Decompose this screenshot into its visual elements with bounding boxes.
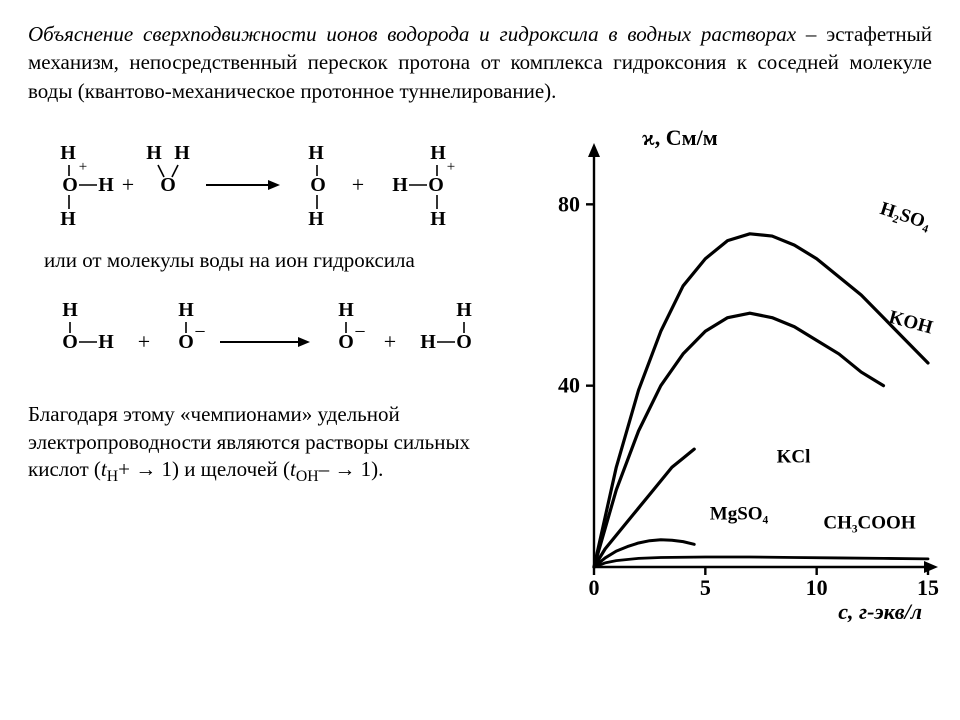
svg-text:с, г-экв/л: с, г-экв/л <box>838 599 922 624</box>
mid-text: или от молекулы воды на ион гидроксила <box>44 246 516 274</box>
svg-text:15: 15 <box>917 575 939 600</box>
concl-tOH-sub: OH <box>296 468 319 485</box>
svg-text:CH₃COOH: CH₃COOH <box>823 512 915 533</box>
svg-text:O: O <box>62 331 78 353</box>
concl-t2: + → 1) и щелочей ( <box>118 457 290 481</box>
conclusion-paragraph: Благодаря этому «чемпионами» удельной эл… <box>28 401 516 487</box>
two-column-layout: OHHH++OHHOHH+OHHH+ или от молекулы воды … <box>28 119 932 629</box>
svg-text:H: H <box>60 142 76 164</box>
svg-text:KOH: KOH <box>887 307 935 339</box>
svg-text:O: O <box>338 331 354 353</box>
reaction-1: OHHH++OHHOHH+OHHH+ <box>28 137 516 232</box>
reaction-2-svg: OHH+OH−OH−+OHH <box>28 292 516 387</box>
svg-text:H: H <box>420 331 436 353</box>
svg-text:H₂SO₄: H₂SO₄ <box>877 198 933 234</box>
svg-text:+: + <box>122 172 134 197</box>
intro-paragraph: Объяснение сверхподвижности ионов водоро… <box>28 20 932 105</box>
svg-text:10: 10 <box>806 575 828 600</box>
svg-text:+: + <box>79 159 87 175</box>
svg-text:O: O <box>310 174 326 196</box>
intro-lead: Объяснение сверхподвижности ионов водоро… <box>28 22 796 46</box>
svg-text:5: 5 <box>700 575 711 600</box>
svg-text:H: H <box>456 299 472 321</box>
reaction-1-svg: OHHH++OHHOHH+OHHH+ <box>28 137 516 232</box>
svg-text:−: − <box>194 321 205 343</box>
svg-text:ϰ, См/м: ϰ, См/м <box>642 125 718 150</box>
svg-text:H: H <box>430 142 446 164</box>
svg-text:H: H <box>430 208 446 230</box>
svg-text:40: 40 <box>558 373 580 398</box>
svg-text:+: + <box>352 172 364 197</box>
svg-text:+: + <box>384 329 396 354</box>
svg-text:H: H <box>174 142 190 164</box>
svg-text:H: H <box>392 174 408 196</box>
svg-text:H: H <box>98 331 114 353</box>
svg-text:O: O <box>456 331 472 353</box>
svg-text:H: H <box>338 299 354 321</box>
svg-text:O: O <box>160 174 176 196</box>
svg-text:0: 0 <box>589 575 600 600</box>
svg-text:MgSO₄: MgSO₄ <box>710 503 769 524</box>
svg-text:H: H <box>178 299 194 321</box>
svg-text:O: O <box>428 174 444 196</box>
svg-text:80: 80 <box>558 191 580 216</box>
svg-text:H: H <box>308 208 324 230</box>
svg-text:+: + <box>447 159 455 175</box>
svg-text:KCl: KCl <box>777 447 811 468</box>
svg-text:−: − <box>354 321 365 343</box>
conductivity-chart: 0 5 10 15 40 80 ϰ, См/м с, г-экв/л H₂SO₄ KOH KCl Mg… <box>526 119 946 629</box>
left-column: OHHH++OHHOHH+OHHH+ или от молекулы воды … <box>28 119 516 629</box>
svg-text:O: O <box>62 174 78 196</box>
svg-text:+: + <box>138 329 150 354</box>
svg-text:H: H <box>60 208 76 230</box>
svg-text:O: O <box>178 331 194 353</box>
svg-text:H: H <box>308 142 324 164</box>
svg-text:H: H <box>98 174 114 196</box>
right-column: 0 5 10 15 40 80 ϰ, См/м с, г-экв/л H₂SO₄ KOH KCl Mg… <box>526 119 946 629</box>
concl-t3: – → 1). <box>319 457 384 481</box>
svg-text:H: H <box>62 299 78 321</box>
concl-tH-sub: H <box>107 468 118 485</box>
svg-text:H: H <box>146 142 162 164</box>
reaction-2: OHH+OH−OH−+OHH <box>28 292 516 387</box>
